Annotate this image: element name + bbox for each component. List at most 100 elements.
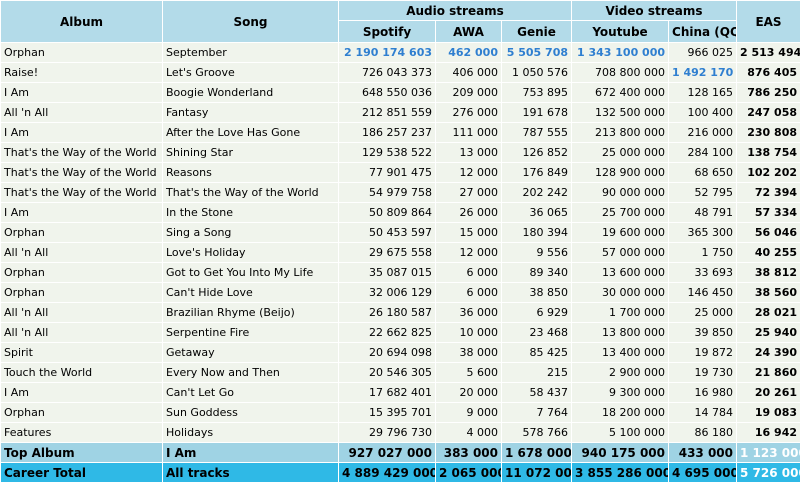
- cell-genie: 5 505 708: [502, 43, 572, 63]
- cell-awa: 209 000: [436, 83, 502, 103]
- cell-song: In the Stone: [163, 203, 339, 223]
- cell-genie: 753 895: [502, 83, 572, 103]
- cell-china: 48 791: [669, 203, 737, 223]
- cell-song: Love's Holiday: [163, 243, 339, 263]
- cell-genie: 191 678: [502, 103, 572, 123]
- cell-genie: 7 764: [502, 403, 572, 423]
- cell-genie: 180 394: [502, 223, 572, 243]
- cell-china: 19 872: [669, 343, 737, 363]
- header-song: Song: [163, 1, 339, 43]
- cell-china: 216 000: [669, 123, 737, 143]
- cell-genie: 9 556: [502, 243, 572, 263]
- cell-song: Fantasy: [163, 103, 339, 123]
- cell-awa: 5 600: [436, 363, 502, 383]
- cell-genie: 6 929: [502, 303, 572, 323]
- cell-youtube: 30 000 000: [572, 283, 669, 303]
- cell-awa: 26 000: [436, 203, 502, 223]
- cell-eas: 57 334: [737, 203, 800, 223]
- top-album-genie: 1 678 000: [502, 443, 572, 463]
- cell-spotify: 2 190 174 603: [339, 43, 436, 63]
- header-genie: Genie: [502, 21, 572, 43]
- header-spotify: Spotify: [339, 21, 436, 43]
- cell-awa: 462 000: [436, 43, 502, 63]
- cell-china: 33 693: [669, 263, 737, 283]
- cell-genie: 126 852: [502, 143, 572, 163]
- cell-china: 86 180: [669, 423, 737, 443]
- cell-spotify: 29 796 730: [339, 423, 436, 443]
- cell-song: Can't Let Go: [163, 383, 339, 403]
- cell-eas: 56 046: [737, 223, 800, 243]
- cell-song: Every Now and Then: [163, 363, 339, 383]
- cell-genie: 23 468: [502, 323, 572, 343]
- cell-china: 68 650: [669, 163, 737, 183]
- cell-youtube: 132 500 000: [572, 103, 669, 123]
- career-total-row: Career Total All tracks 4 889 429 000 2 …: [1, 463, 800, 483]
- cell-eas: 38 812: [737, 263, 800, 283]
- cell-song: Got to Get You Into My Life: [163, 263, 339, 283]
- cell-awa: 20 000: [436, 383, 502, 403]
- cell-eas: 876 405: [737, 63, 800, 83]
- cell-china: 1 492 170: [669, 63, 737, 83]
- cell-album: All 'n All: [1, 243, 163, 263]
- header-china-qq: China (QQ): [669, 21, 737, 43]
- cell-china: 19 730: [669, 363, 737, 383]
- cell-awa: 6 000: [436, 263, 502, 283]
- cell-album: All 'n All: [1, 323, 163, 343]
- cell-album: All 'n All: [1, 303, 163, 323]
- cell-genie: 578 766: [502, 423, 572, 443]
- cell-eas: 786 250: [737, 83, 800, 103]
- cell-eas: 25 940: [737, 323, 800, 343]
- cell-awa: 9 000: [436, 403, 502, 423]
- cell-eas: 28 021: [737, 303, 800, 323]
- cell-song: Sing a Song: [163, 223, 339, 243]
- top-album-eas: 1 123 000: [737, 443, 800, 463]
- cell-album: Orphan: [1, 263, 163, 283]
- cell-awa: 27 000: [436, 183, 502, 203]
- cell-awa: 36 000: [436, 303, 502, 323]
- cell-china: 365 300: [669, 223, 737, 243]
- top-album-label: Top Album: [1, 443, 163, 463]
- cell-album: Touch the World: [1, 363, 163, 383]
- cell-spotify: 35 087 015: [339, 263, 436, 283]
- cell-china: 39 850: [669, 323, 737, 343]
- cell-eas: 20 261: [737, 383, 800, 403]
- top-album-song: I Am: [163, 443, 339, 463]
- cell-youtube: 2 900 000: [572, 363, 669, 383]
- cell-album: All 'n All: [1, 103, 163, 123]
- cell-album: I Am: [1, 83, 163, 103]
- cell-spotify: 29 675 558: [339, 243, 436, 263]
- cell-china: 16 980: [669, 383, 737, 403]
- career-total-label: Career Total: [1, 463, 163, 483]
- cell-spotify: 77 901 475: [339, 163, 436, 183]
- cell-eas: 138 754: [737, 143, 800, 163]
- career-total-genie: 11 072 000: [502, 463, 572, 483]
- cell-youtube: 1 343 100 000: [572, 43, 669, 63]
- cell-song: September: [163, 43, 339, 63]
- cell-youtube: 25 700 000: [572, 203, 669, 223]
- cell-eas: 24 390: [737, 343, 800, 363]
- cell-spotify: 20 694 098: [339, 343, 436, 363]
- header-audio-streams: Audio streams: [339, 1, 572, 21]
- cell-youtube: 57 000 000: [572, 243, 669, 263]
- cell-song: That's the Way of the World: [163, 183, 339, 203]
- cell-album: I Am: [1, 123, 163, 143]
- cell-eas: 38 560: [737, 283, 800, 303]
- cell-youtube: 5 100 000: [572, 423, 669, 443]
- top-album-youtube: 940 175 000: [572, 443, 669, 463]
- cell-spotify: 50 809 864: [339, 203, 436, 223]
- cell-album: Raise!: [1, 63, 163, 83]
- cell-china: 14 784: [669, 403, 737, 423]
- cell-genie: 89 340: [502, 263, 572, 283]
- cell-youtube: 18 200 000: [572, 403, 669, 423]
- cell-china: 146 450: [669, 283, 737, 303]
- cell-album: That's the Way of the World: [1, 183, 163, 203]
- cell-album: Features: [1, 423, 163, 443]
